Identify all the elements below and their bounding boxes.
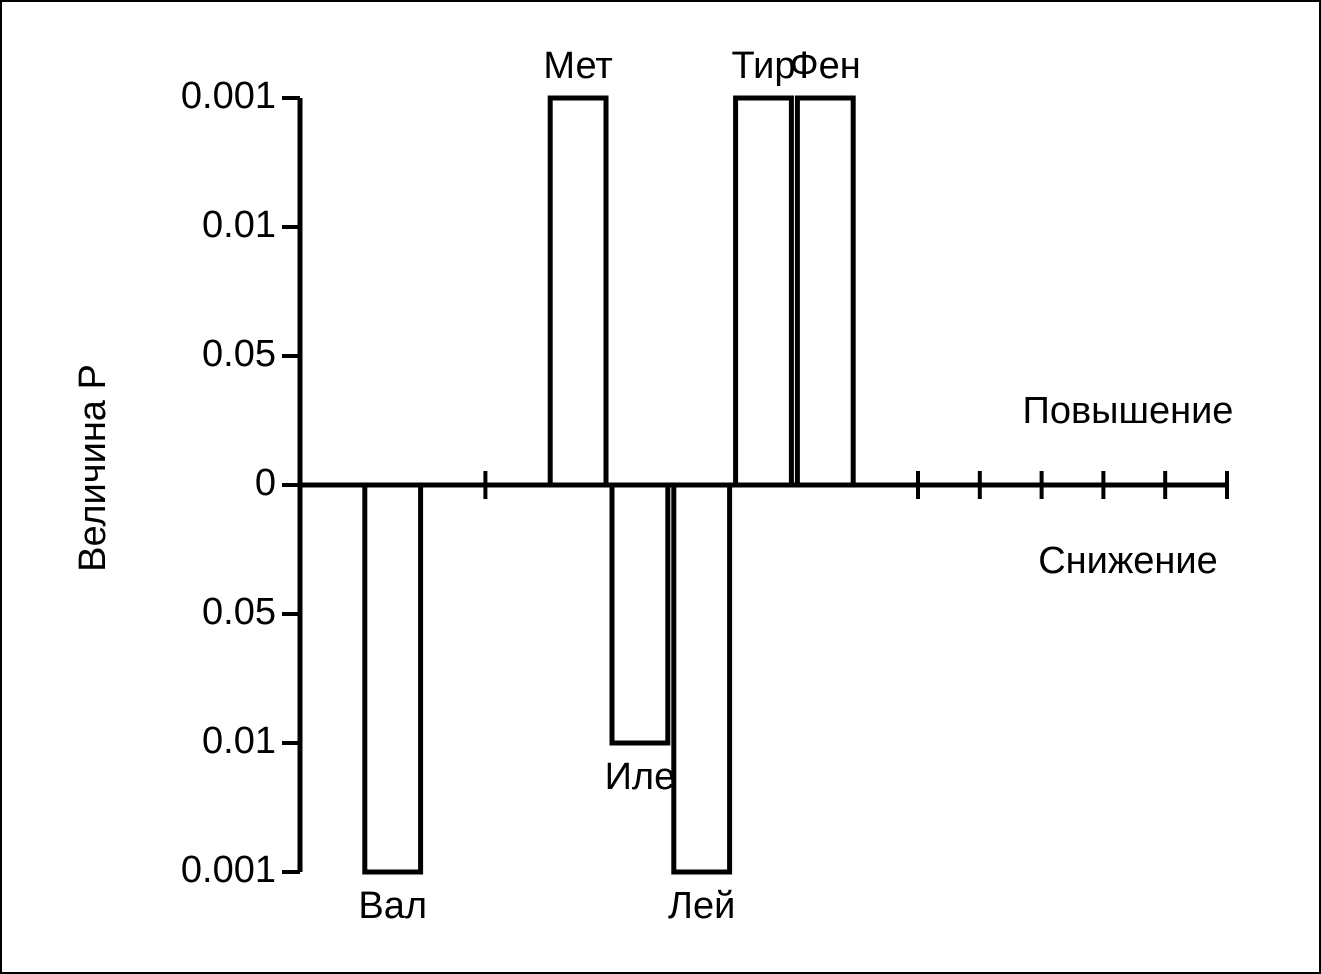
- bar: [733, 95, 794, 488]
- bar: [794, 95, 856, 488]
- y-axis-label: Величина Р: [72, 364, 114, 572]
- bar: [362, 482, 424, 875]
- y-tick-label: 0.001: [181, 75, 276, 117]
- y-tick-label: 0.01: [202, 720, 276, 762]
- bar: [547, 95, 609, 488]
- annotation: Снижение: [1038, 540, 1218, 582]
- y-tick-label: 0.01: [202, 204, 276, 246]
- bar-label: Иле: [605, 756, 676, 798]
- bar-label: Тир: [732, 45, 796, 87]
- bar-label: Лей: [668, 885, 735, 927]
- bar-label: Вал: [358, 885, 427, 927]
- bar-label: Мет: [543, 45, 612, 87]
- y-tick-label: 0.05: [202, 591, 276, 633]
- annotation: Повышение: [1023, 390, 1234, 432]
- bar-label: Фен: [790, 45, 861, 87]
- y-tick-label: 0.05: [202, 333, 276, 375]
- bar: [671, 482, 733, 875]
- bar: [609, 482, 671, 746]
- y-tick-label: 0.001: [181, 849, 276, 891]
- y-tick-label: 0: [255, 462, 276, 504]
